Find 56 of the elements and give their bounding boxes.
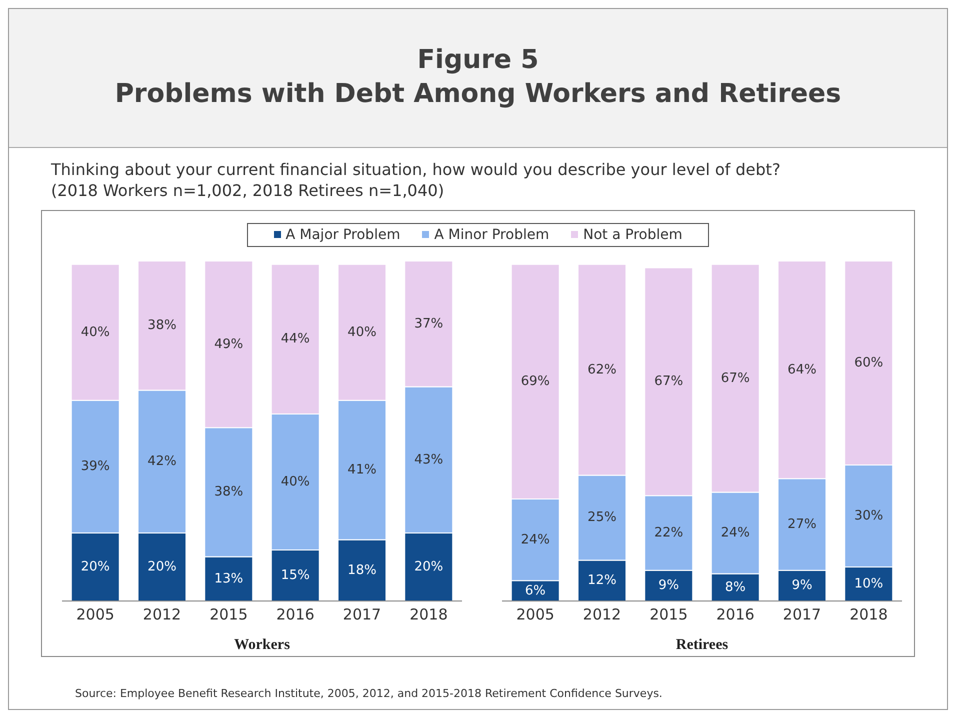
- data-label: 10%: [854, 576, 884, 592]
- x-tick-label: 2005: [516, 605, 554, 624]
- data-label: 69%: [520, 374, 550, 389]
- data-label: 22%: [654, 525, 684, 540]
- data-label: 67%: [720, 370, 750, 386]
- data-label: 39%: [80, 458, 110, 474]
- x-axis-title: Workers: [234, 636, 290, 653]
- data-label: 6%: [525, 582, 546, 598]
- data-label: 44%: [280, 331, 310, 346]
- data-label: 60%: [854, 355, 884, 370]
- data-label: 43%: [414, 452, 444, 467]
- data-label: 42%: [148, 454, 176, 469]
- x-tick-label: 2017: [342, 605, 382, 624]
- x-tick-label: 2015: [210, 605, 248, 624]
- chart-subtitle: Thinking about your current financial situation, how would you describe your level of debt? (2018 Workers n=1,002, 2018 Retirees n=1,040): [51, 160, 782, 202]
- x-tick-label: 2016: [716, 605, 754, 624]
- x-tick-label: 2018: [410, 605, 448, 624]
- data-label: 13%: [214, 570, 244, 586]
- x-tick-label: 2005: [76, 605, 114, 624]
- legend-label: A Minor Problem: [433, 226, 550, 243]
- data-label: 64%: [788, 362, 816, 377]
- x-tick-label: 2012: [582, 605, 622, 624]
- data-label: 8%: [725, 579, 746, 594]
- legend-label: A Major Problem: [284, 226, 400, 243]
- data-label: 18%: [348, 562, 376, 578]
- legend-label: Not a Problem: [582, 226, 682, 243]
- x-axis-title: Retirees: [676, 636, 728, 653]
- data-label: 20%: [414, 559, 444, 574]
- chart-title: Figure 5 Problems with Debt Among Workers and Retirees: [114, 44, 842, 111]
- data-label: 20%: [80, 559, 110, 574]
- data-label: 12%: [588, 572, 616, 588]
- x-tick-label: 2015: [650, 605, 688, 624]
- data-label: 49%: [214, 336, 244, 352]
- data-label: 37%: [414, 316, 444, 331]
- data-label: 15%: [280, 568, 310, 583]
- data-label: 9%: [658, 578, 679, 593]
- data-label: 30%: [854, 508, 884, 524]
- data-label: 24%: [520, 532, 550, 547]
- data-label: 27%: [788, 516, 816, 532]
- x-tick-label: 2018: [850, 605, 888, 624]
- data-label: 24%: [720, 525, 750, 540]
- source-note: Source: Employee Benefit Research Institute, 2005, 2012, and 2015-2018 Retirement Confidence Surveys.: [75, 686, 664, 700]
- data-label: 20%: [148, 559, 176, 574]
- data-label: 9%: [792, 578, 812, 593]
- data-label: 40%: [280, 474, 310, 490]
- data-label: 41%: [348, 462, 376, 478]
- x-tick-label: 2017: [782, 605, 822, 624]
- data-label: 25%: [588, 510, 616, 525]
- data-label: 40%: [80, 324, 110, 340]
- x-tick-label: 2016: [276, 605, 314, 624]
- data-label: 62%: [588, 362, 616, 377]
- data-label: 38%: [214, 484, 244, 500]
- data-label: 67%: [654, 374, 684, 389]
- data-label: 38%: [148, 318, 176, 333]
- data-label: 40%: [348, 324, 376, 340]
- x-tick-label: 2012: [142, 605, 182, 624]
